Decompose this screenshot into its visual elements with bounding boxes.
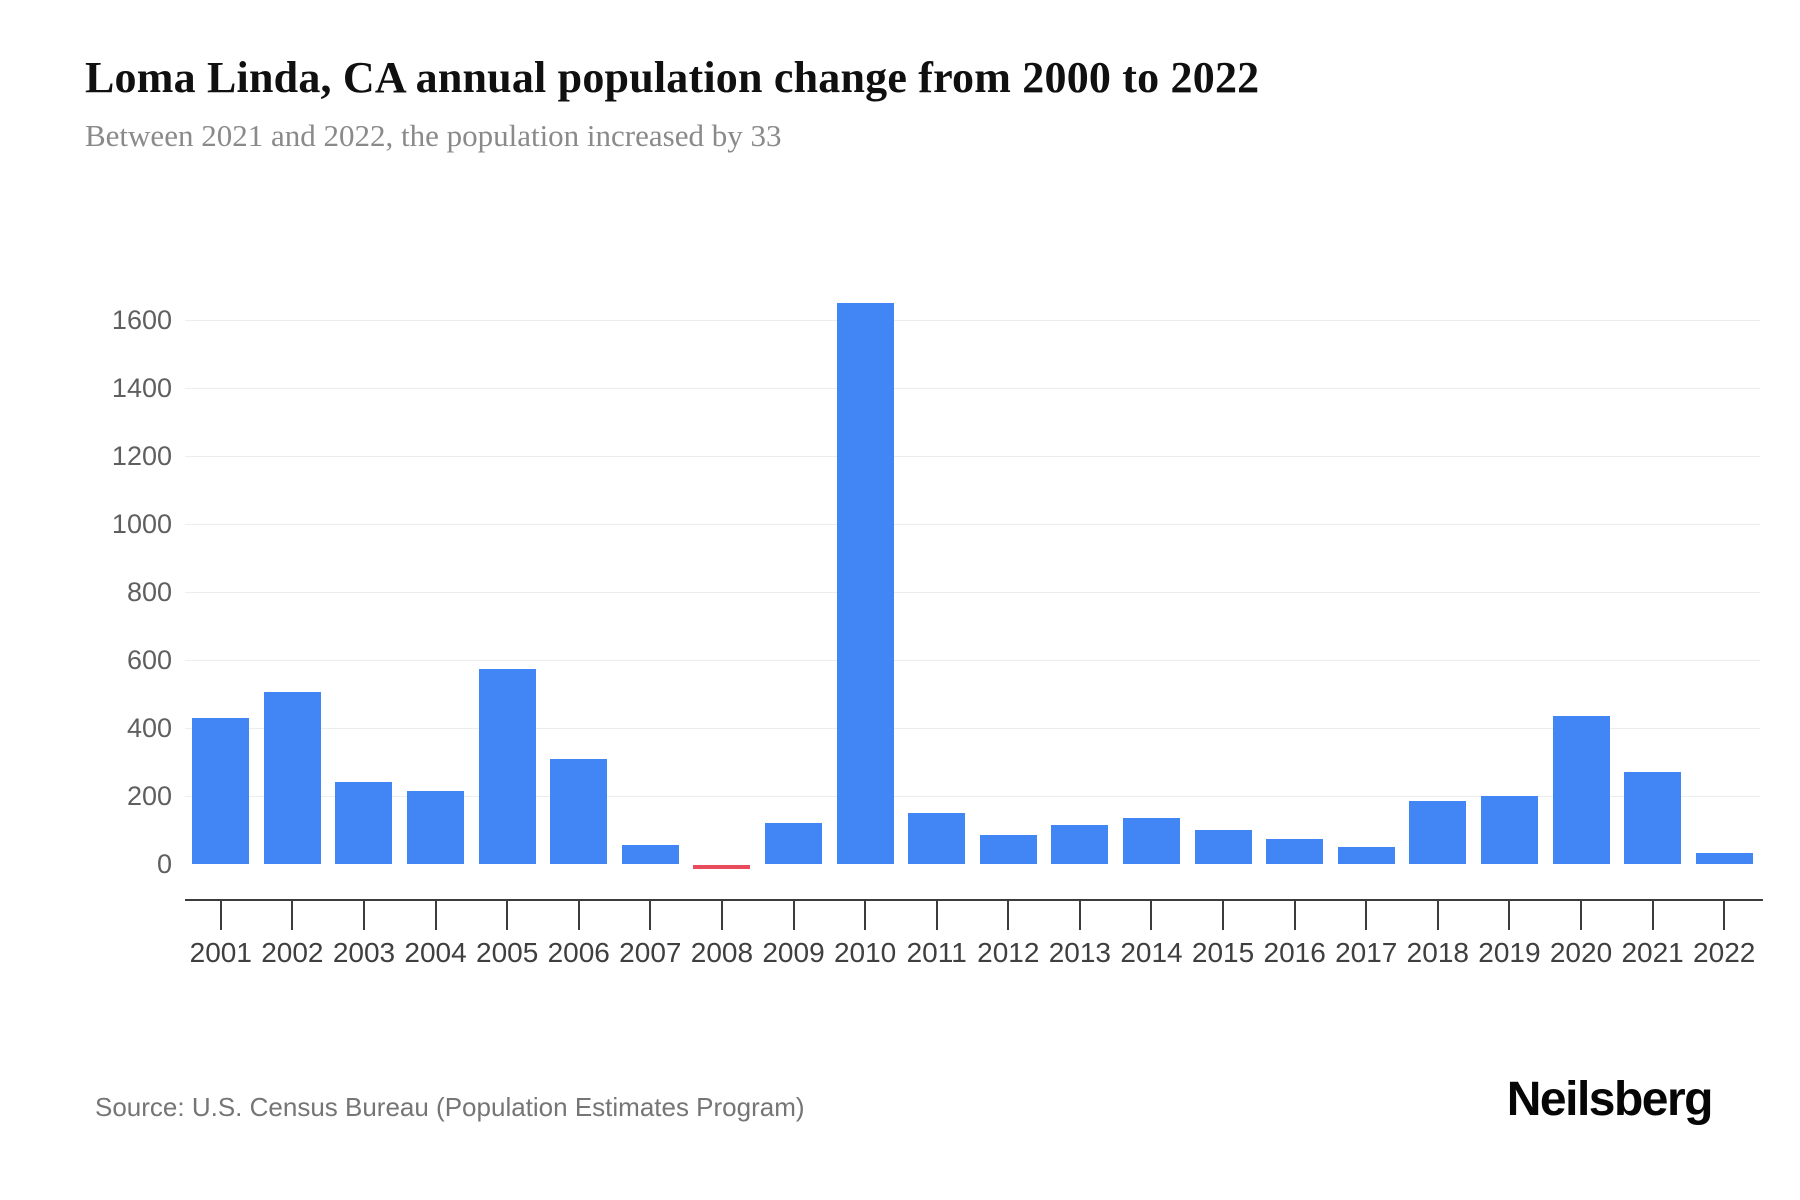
x-tick-label-2003: 2003 bbox=[332, 937, 396, 968]
bar-2004[interactable] bbox=[407, 790, 465, 864]
brand-logo: Neilsberg bbox=[1506, 1073, 1714, 1126]
x-tick-label-2009: 2009 bbox=[762, 937, 825, 968]
bar-2010[interactable] bbox=[836, 303, 894, 864]
plot-area bbox=[185, 260, 1760, 870]
x-tick-mark-2002 bbox=[291, 901, 294, 930]
y-tick-label-800: 800 bbox=[126, 577, 172, 607]
y-tick-label-600: 600 bbox=[126, 645, 172, 675]
gridline-1400 bbox=[185, 388, 1760, 389]
x-tick-mark-2003 bbox=[362, 901, 365, 930]
x-tick-label-2020: 2020 bbox=[1549, 937, 1613, 968]
x-tick-label-2010: 2010 bbox=[833, 937, 897, 968]
bar-2011[interactable] bbox=[908, 813, 966, 864]
x-tick-label-2015: 2015 bbox=[1191, 937, 1255, 968]
x-tick-mark-2019 bbox=[1508, 901, 1511, 930]
x-tick-label-2014: 2014 bbox=[1120, 937, 1183, 968]
x-tick-label-2004: 2004 bbox=[404, 937, 467, 968]
bar-2016[interactable] bbox=[1266, 838, 1324, 864]
bar-2003[interactable] bbox=[335, 782, 393, 864]
x-tick-mark-2022 bbox=[1723, 901, 1726, 930]
x-tick-mark-2010 bbox=[864, 901, 867, 930]
x-tick-label-2012: 2012 bbox=[977, 937, 1040, 968]
x-tick-mark-2017 bbox=[1365, 901, 1368, 930]
x-tick-label-2006: 2006 bbox=[547, 937, 610, 968]
bar-2006[interactable] bbox=[550, 758, 608, 864]
bar-2015[interactable] bbox=[1194, 830, 1252, 864]
y-tick-label-400: 400 bbox=[126, 713, 172, 743]
x-tick-mark-2001 bbox=[219, 901, 222, 930]
bar-2020[interactable] bbox=[1552, 716, 1610, 864]
x-tick-label-2002: 2002 bbox=[261, 937, 324, 968]
x-tick-mark-2012 bbox=[1007, 901, 1010, 930]
bar-2007[interactable] bbox=[621, 845, 679, 864]
x-tick-label-2001: 2001 bbox=[189, 937, 252, 968]
bar-2012[interactable] bbox=[979, 835, 1037, 864]
x-tick-mark-2004 bbox=[434, 901, 437, 930]
y-tick-label-1000: 1000 bbox=[111, 509, 172, 539]
y-tick-label-0: 0 bbox=[156, 849, 172, 879]
x-tick-label-2021: 2021 bbox=[1621, 937, 1684, 968]
x-tick-mark-2006 bbox=[577, 901, 580, 930]
x-tick-mark-2011 bbox=[935, 901, 938, 930]
y-tick-label-1400: 1400 bbox=[111, 373, 172, 403]
bar-2018[interactable] bbox=[1409, 801, 1467, 864]
y-tick-label-200: 200 bbox=[126, 781, 172, 811]
x-tick-label-2016: 2016 bbox=[1263, 937, 1326, 968]
bar-2022[interactable] bbox=[1695, 852, 1753, 864]
gridline-1000 bbox=[185, 524, 1760, 525]
x-tick-mark-2015 bbox=[1222, 901, 1225, 930]
x-axis-line bbox=[185, 899, 1763, 901]
gridline-1600 bbox=[185, 320, 1760, 321]
gridline-600 bbox=[185, 660, 1760, 661]
x-tick-label-2019: 2019 bbox=[1478, 937, 1541, 968]
bar-2019[interactable] bbox=[1480, 796, 1538, 864]
bar-2021[interactable] bbox=[1624, 772, 1682, 864]
x-tick-label-2005: 2005 bbox=[476, 937, 539, 968]
x-tick-mark-2009 bbox=[792, 901, 795, 930]
bar-2002[interactable] bbox=[263, 692, 321, 864]
x-tick-mark-2007 bbox=[649, 901, 652, 930]
chart-subtitle: Between 2021 and 2022, the population in… bbox=[85, 118, 782, 153]
bar-2013[interactable] bbox=[1051, 824, 1109, 864]
bar-2009[interactable] bbox=[765, 823, 823, 864]
x-tick-label-2013: 2013 bbox=[1048, 937, 1112, 968]
x-tick-mark-2008 bbox=[720, 901, 723, 930]
x-tick-label-2022: 2022 bbox=[1693, 937, 1756, 968]
x-tick-mark-2020 bbox=[1580, 901, 1583, 930]
x-tick-mark-2005 bbox=[506, 901, 509, 930]
x-tick-mark-2016 bbox=[1293, 901, 1296, 930]
y-tick-label-1200: 1200 bbox=[111, 441, 172, 471]
bar-2005[interactable] bbox=[478, 668, 536, 864]
bar-2001[interactable] bbox=[192, 717, 250, 864]
source-note: Source: U.S. Census Bureau (Population E… bbox=[95, 1092, 805, 1122]
x-tick-mark-2021 bbox=[1651, 901, 1654, 930]
bar-2017[interactable] bbox=[1337, 847, 1395, 864]
x-tick-label-2017: 2017 bbox=[1335, 937, 1398, 968]
gridline-200 bbox=[185, 796, 1760, 797]
x-tick-mark-2014 bbox=[1150, 901, 1153, 930]
gridline-400 bbox=[185, 728, 1760, 729]
x-tick-label-2011: 2011 bbox=[906, 937, 967, 968]
x-tick-mark-2013 bbox=[1078, 901, 1081, 930]
chart-title: Loma Linda, CA annual population change … bbox=[85, 53, 1260, 102]
x-tick-label-2007: 2007 bbox=[619, 937, 682, 968]
y-tick-label-1600: 1600 bbox=[111, 305, 172, 335]
bar-2008[interactable] bbox=[693, 865, 751, 870]
x-tick-mark-2018 bbox=[1436, 901, 1439, 930]
gridline-1200 bbox=[185, 456, 1760, 457]
x-tick-label-2008: 2008 bbox=[690, 937, 754, 968]
gridline-800 bbox=[185, 592, 1760, 593]
x-tick-label-2018: 2018 bbox=[1406, 937, 1469, 968]
bar-2014[interactable] bbox=[1122, 818, 1180, 864]
